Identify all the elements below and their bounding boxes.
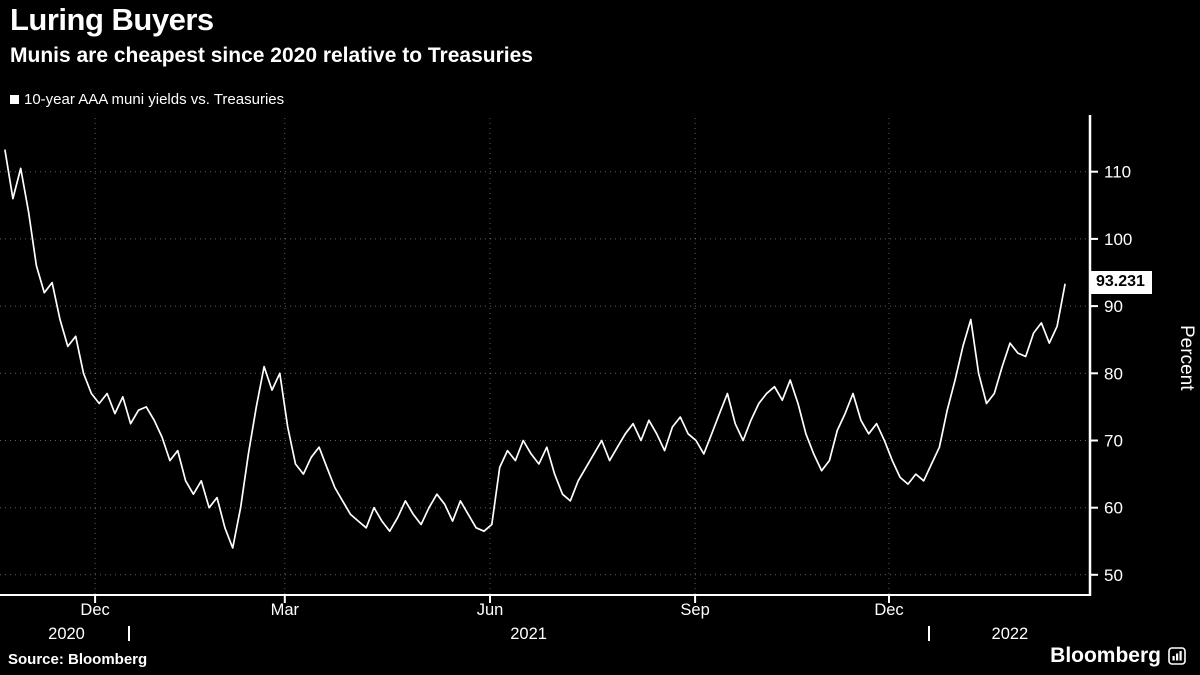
y-tick-label: 50 <box>1104 566 1123 585</box>
y-tick-label: 100 <box>1104 230 1132 249</box>
y-tick-label: 90 <box>1104 297 1123 316</box>
source-note: Source: Bloomberg <box>8 651 148 668</box>
x-tick-label: Dec <box>874 601 904 619</box>
year-boundary-tick <box>928 626 931 641</box>
bloomberg-logo: Bloomberg <box>1050 644 1186 668</box>
chart-legend: 10-year AAA muni yields vs. Treasuries <box>10 91 284 108</box>
y-axis-title: Percent <box>1176 324 1197 391</box>
y-tick-label: 110 <box>1104 163 1131 182</box>
legend-label: 10-year AAA muni yields vs. Treasuries <box>24 91 285 108</box>
year-boundary-tick <box>128 626 130 641</box>
chart-title: Luring Buyers <box>10 2 214 37</box>
x-axis-year-labels: 2020 2021 2022 <box>0 625 1200 645</box>
bloomberg-logo-icon <box>1168 647 1186 665</box>
x-tick-label: Mar <box>270 601 300 619</box>
x-tick-label: Jun <box>476 601 504 619</box>
year-label: 2022 <box>991 625 1029 643</box>
bloomberg-wordmark: Bloomberg <box>1050 644 1161 667</box>
chart-subtitle: Munis are cheapest since 2020 relative t… <box>10 44 533 67</box>
legend-marker-icon <box>10 95 19 104</box>
y-tick-label: 70 <box>1104 432 1123 451</box>
year-label: 2020 <box>48 625 85 643</box>
line-chart: 110 100 90 80 70 60 50 <box>0 115 1132 603</box>
year-label: 2021 <box>510 625 547 643</box>
x-axis-month-labels: Dec Mar Jun Sep Dec <box>0 601 1200 621</box>
series-line <box>4 149 1066 549</box>
last-value-label: 93.231 <box>1089 271 1152 294</box>
x-tick-label: Dec <box>80 601 110 619</box>
x-tick-label: Sep <box>680 601 710 619</box>
y-tick-label: 60 <box>1104 499 1123 518</box>
y-tick-label: 80 <box>1104 364 1123 383</box>
